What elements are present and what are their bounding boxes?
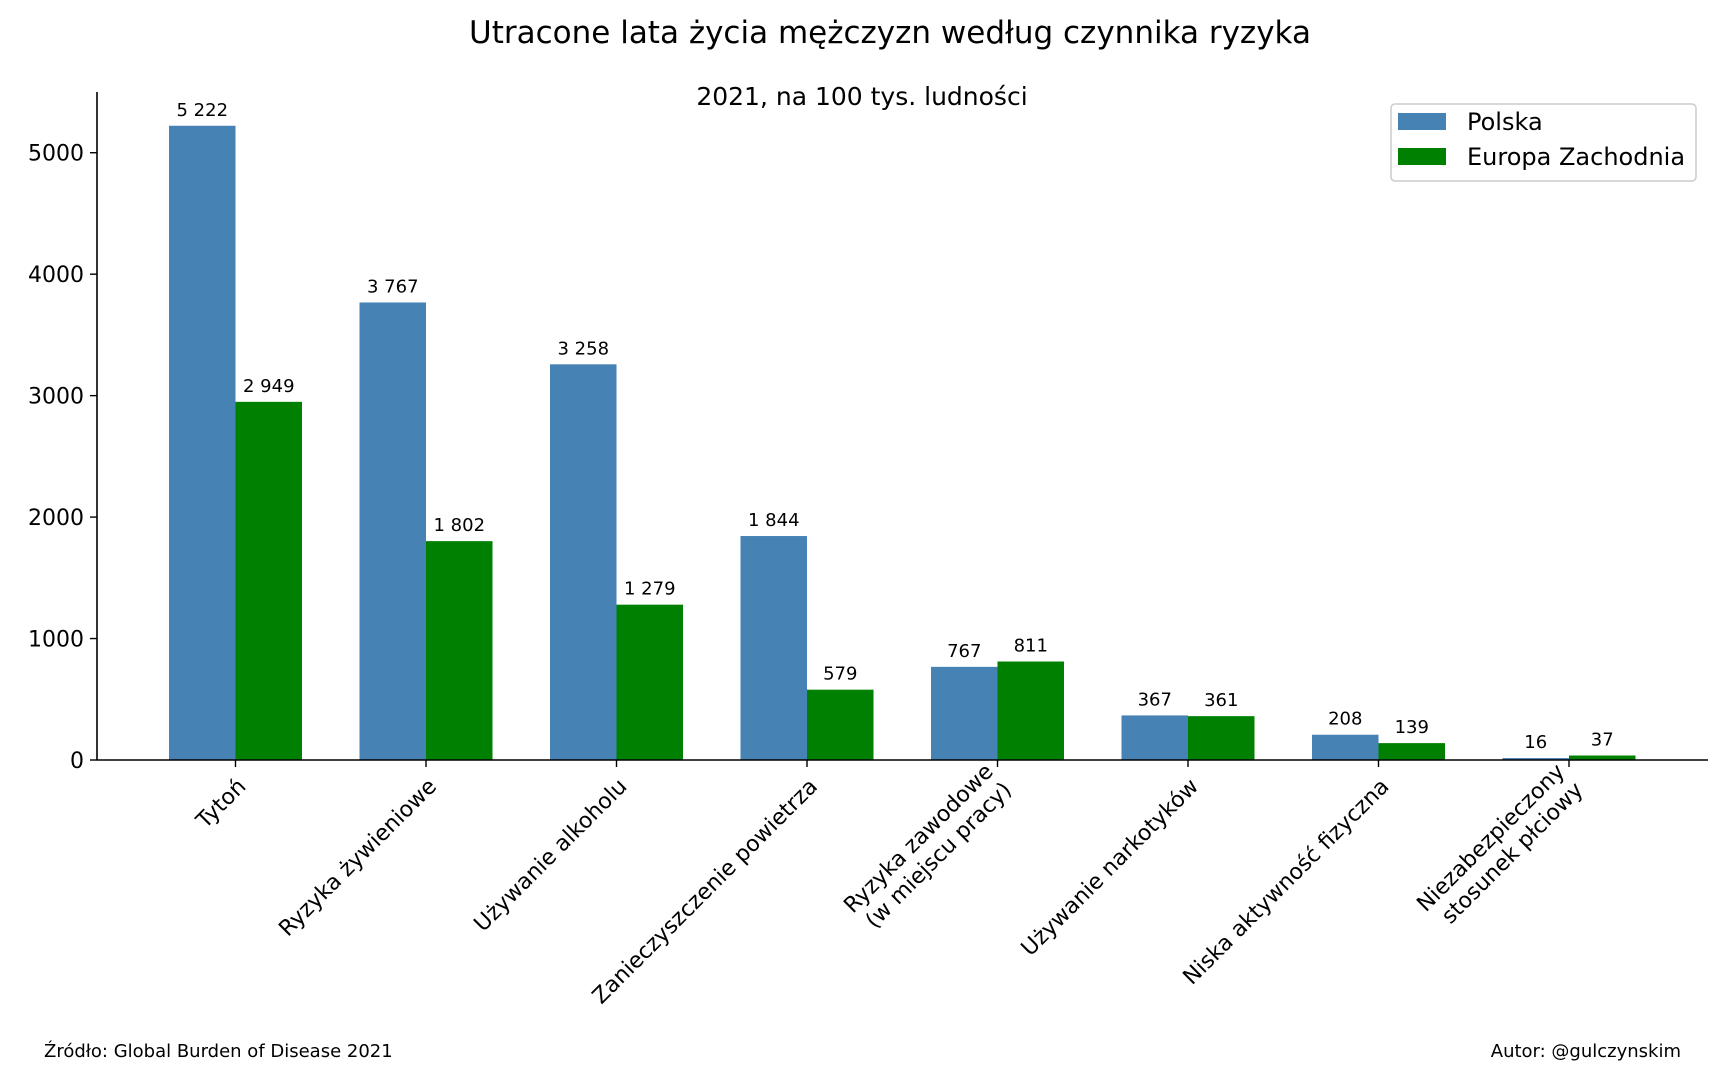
bar-europa-zachodnia-1 [426,541,493,760]
data-label-polska-5: 367 [1138,689,1172,710]
y-tick-label-4: 4000 [28,263,84,288]
data-label-europa-zachodnia-7: 37 [1591,730,1614,751]
x-tick-label-6: Niska aktywność fizyczna [1179,774,1395,990]
x-tick-label-2: Używanie alkoholu [470,774,633,937]
x-tick-label-1: Ryzyka żywieniowe [274,774,441,941]
bars-layer [169,125,1636,761]
x-tick-label-line: Ryzyka żywieniowe [274,774,441,941]
x-tick-label-line: Używanie narkotyków [1017,774,1204,961]
data-label-polska-4: 767 [947,641,981,662]
data-label-polska-0: 5 222 [176,100,228,121]
data-label-polska-1: 3 767 [367,276,419,297]
x-tick-label-3: Zanieczyszczenie powietrza [588,774,823,1009]
data-label-europa-zachodnia-5: 361 [1204,690,1238,711]
legend-swatch-europa-zachodnia [1398,148,1446,165]
data-label-europa-zachodnia-0: 2 949 [243,376,295,397]
y-tick-label-5: 5000 [28,142,84,167]
bar-europa-zachodnia-0 [235,401,302,760]
chart-title: Utracone lata życia mężczyzn według czyn… [469,15,1311,51]
x-tick-label-4: Ryzyka zawodowe(w miejscu pracy) [839,759,1016,936]
bar-polska-5 [1121,715,1188,760]
data-label-europa-zachodnia-1: 1 802 [433,515,485,536]
x-tick-label-line: Używanie alkoholu [470,774,633,937]
bar-polska-0 [169,125,236,761]
legend-label-europa-zachodnia: Europa Zachodnia [1467,143,1685,171]
x-tick-label-5: Używanie narkotyków [1017,774,1204,961]
x-tick-label-line: Niezabezpieczony [1412,759,1570,917]
legend-swatch-polska [1398,113,1446,130]
legend: Polska Europa Zachodnia [1390,103,1697,182]
y-tick-label-2: 2000 [28,506,84,531]
data-label-europa-zachodnia-6: 139 [1395,717,1429,738]
x-tick-label-line: Niska aktywność fizyczna [1179,774,1395,990]
bar-polska-4 [931,666,998,760]
data-label-polska-2: 3 258 [557,338,609,359]
bar-europa-zachodnia-4 [997,661,1064,760]
x-tick-label-line: Tytoń [191,774,251,834]
y-tick-label-0: 0 [70,749,84,774]
chart-subtitle: 2021, na 100 tys. ludności [696,82,1027,111]
bar-polska-2 [550,364,617,760]
x-tick-label-7: Niezabezpieczonystosunek płciowy [1412,759,1588,935]
data-labels-layer: 5 222 3 767 3 258 1 844 767 367 208 16 2 949 1 80… [176,100,1613,753]
x-tick-label-line: Ryzyka zawodowe [839,759,998,918]
y-tick-label-1: 1000 [28,628,84,653]
x-tick-label-line: Zanieczyszczenie powietrza [588,774,823,1009]
author-footer: Autor: @gulczynskim [1490,1041,1681,1062]
bar-europa-zachodnia-2 [616,604,683,760]
x-tick-label-0: Tytoń [191,774,251,834]
legend-label-polska: Polska [1467,108,1543,136]
bar-europa-zachodnia-3 [807,689,874,760]
data-label-europa-zachodnia-3: 579 [823,664,857,685]
data-label-polska-3: 1 844 [748,510,800,531]
data-label-polska-6: 208 [1328,709,1362,730]
bar-europa-zachodnia-6 [1378,743,1445,760]
bar-polska-7 [1502,758,1569,760]
bar-polska-3 [740,536,807,760]
legend-frame [1390,103,1697,182]
bar-europa-zachodnia-7 [1569,755,1636,760]
bar-europa-zachodnia-5 [1188,716,1255,760]
data-label-europa-zachodnia-4: 811 [1014,636,1048,657]
source-footer: Źródło: Global Burden of Disease 2021 [44,1041,393,1062]
data-label-europa-zachodnia-2: 1 279 [624,579,676,600]
bar-polska-1 [359,302,426,760]
bar-polska-6 [1312,734,1379,760]
y-tick-label-3: 3000 [28,385,84,410]
data-label-polska-7: 16 [1524,732,1547,753]
